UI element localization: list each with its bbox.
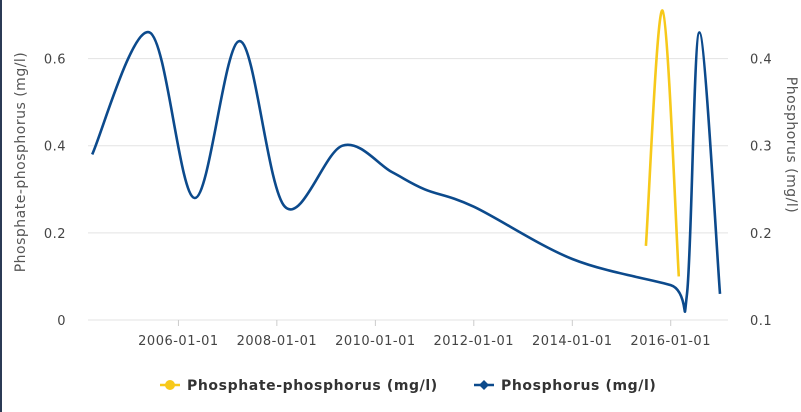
y-left-tick-label: 0.6 [44, 53, 66, 68]
series-line-1 [644, 9, 681, 277]
grid-lines [88, 58, 728, 321]
x-tick-label: 2010-01-01 [335, 334, 416, 349]
y-right-axis-title: Phosphorus (mg/l) [783, 77, 799, 213]
x-tick-label: 2008-01-01 [237, 334, 318, 349]
legend-circle-marker [165, 380, 175, 390]
y-left-axis-title: Phosphate-phosphorus (mg/l) [13, 52, 29, 273]
x-tick-label: 2006-01-01 [138, 334, 219, 349]
y-left-tick-label: 0 [57, 314, 66, 329]
series-line-2 [91, 31, 722, 313]
y-left-tick-label: 0.2 [44, 227, 66, 242]
legend-label-1: Phosphate-phosphorus (mg/l) [187, 378, 438, 394]
y-right-axis-ticks: 0.1 0.2 0.3 0.4 [750, 53, 772, 329]
y-left-axis-ticks: 0 0.2 0.4 0.6 [44, 53, 66, 329]
y-right-tick-label: 0.1 [750, 314, 772, 329]
y-right-tick-label: 0.3 [750, 140, 772, 155]
window-edge [0, 0, 2, 412]
y-right-tick-label: 0.4 [750, 53, 772, 68]
x-tick-label: 2012-01-01 [433, 334, 514, 349]
legend-label-2: Phosphorus (mg/l) [501, 378, 656, 394]
y-right-tick-label: 0.2 [750, 227, 772, 242]
x-tick-label: 2014-01-01 [532, 334, 613, 349]
x-axis-ticks: 2006-01-01 2008-01-01 2010-01-01 2012-01-01… [138, 320, 711, 349]
legend-diamond-marker [479, 380, 489, 390]
x-tick-label: 2016-01-01 [630, 334, 711, 349]
legend: Phosphate-phosphorus (mg/l) Phosphorus (m… [160, 378, 656, 394]
y-left-tick-label: 0.4 [44, 140, 66, 155]
series-lines [91, 9, 722, 313]
